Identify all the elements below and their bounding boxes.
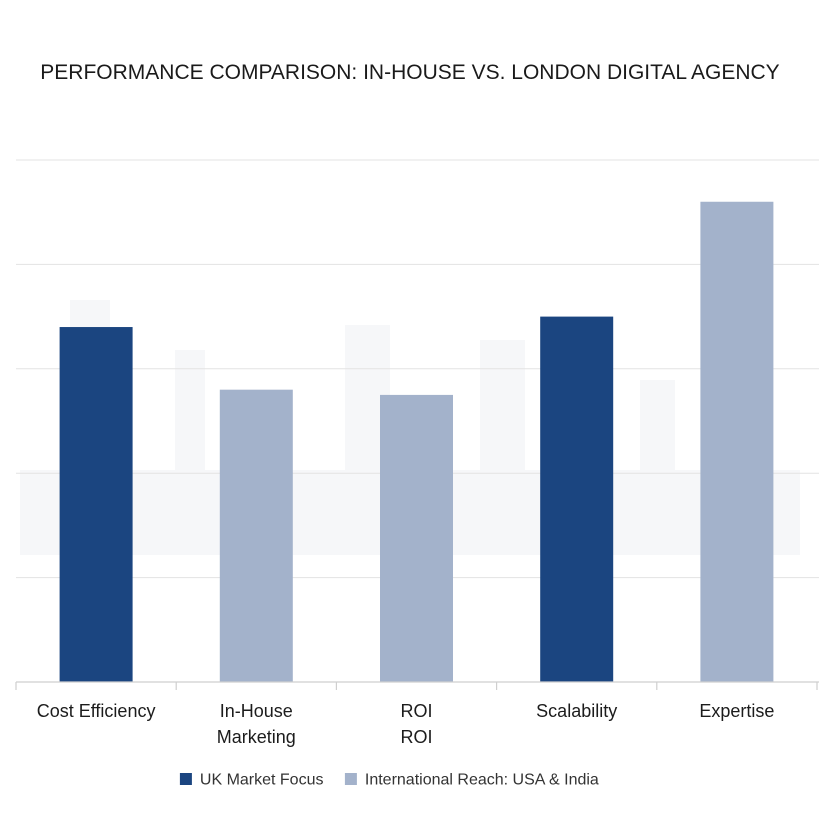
- chart-title: PERFORMANCE COMPARISON: IN-HOUSE VS. LON…: [40, 61, 779, 84]
- category-label: ROI: [400, 727, 432, 747]
- legend-label-0: UK Market Focus: [200, 772, 324, 789]
- bar-3: [540, 316, 614, 682]
- legend: UK Market Focus International Reach: USA …: [179, 772, 599, 789]
- legend-swatch-0: [179, 773, 192, 785]
- category-label: In-House: [220, 701, 293, 721]
- category-labels: Cost Efficiency In-House Marketing ROI ROI Sc…: [37, 701, 775, 747]
- legend-label-1: International Reach: USA & India: [365, 772, 599, 789]
- bar-1: [219, 389, 293, 682]
- category-ticks: [15, 682, 818, 690]
- category-label: Cost Efficiency: [37, 701, 156, 721]
- category-label: Marketing: [217, 727, 296, 747]
- category-label: ROI: [400, 701, 432, 721]
- category-label: Expertise: [699, 701, 774, 721]
- category-label: Scalability: [536, 701, 617, 721]
- bars-group: [59, 201, 774, 682]
- legend-swatch-1: [344, 773, 357, 785]
- bar-2: [380, 394, 453, 682]
- bar-4: [700, 201, 774, 682]
- bar-0: [59, 327, 133, 682]
